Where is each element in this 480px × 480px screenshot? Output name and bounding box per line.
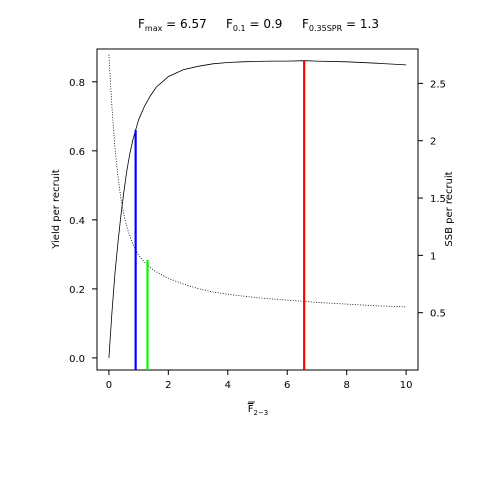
series-layer — [108, 54, 407, 358]
y-axis-left: 0.0 0.2 0.4 0.6 0.8 — [69, 78, 97, 365]
title-f035spr: F0.35SPR = 1.3 — [302, 17, 379, 33]
y-axis-right-title: SSB per recruit — [444, 171, 455, 246]
y-left-tick-label: 0.8 — [69, 78, 85, 89]
reference-lines — [134, 60, 306, 370]
y-axis-right: 0.5 1 1.5 2 2.5 — [418, 79, 446, 320]
y-left-tick-label: 0.0 — [69, 354, 85, 365]
x-axis-title: F2−3 — [248, 404, 269, 417]
plot-frame — [96, 48, 419, 371]
x-axis: 0 2 4 6 8 10 — [106, 370, 413, 391]
y-right-tick-label: 2 — [430, 137, 436, 148]
y-right-tick-label: 0.5 — [430, 309, 446, 320]
x-tick-label: 0 — [106, 380, 112, 391]
chart-title: Fmax = 6.57 F0.1 = 0.9 F0.35SPR = 1.3 — [138, 17, 379, 33]
y-right-tick-label: 1.5 — [430, 194, 446, 205]
x-tick-label: 4 — [225, 380, 231, 391]
x-tick-label: 6 — [284, 380, 290, 391]
x-tick-label: 10 — [400, 380, 413, 391]
x-tick-label: 8 — [343, 380, 349, 391]
title-f01: F0.1 = 0.9 — [226, 17, 282, 33]
y-axis-left-title: Yield per recruit — [51, 169, 62, 250]
ssb-per-recruit-curve — [108, 54, 407, 308]
yield-per-recruit-curve — [108, 60, 407, 358]
y-left-tick-label: 0.2 — [69, 285, 85, 296]
y-right-tick-label: 1 — [430, 251, 436, 262]
x-tick-label: 2 — [165, 380, 171, 391]
title-fmax: Fmax = 6.57 — [138, 17, 207, 33]
y-right-tick-label: 2.5 — [430, 79, 446, 90]
y-left-tick-label: 0.6 — [69, 147, 85, 158]
y-left-tick-label: 0.4 — [69, 216, 85, 227]
